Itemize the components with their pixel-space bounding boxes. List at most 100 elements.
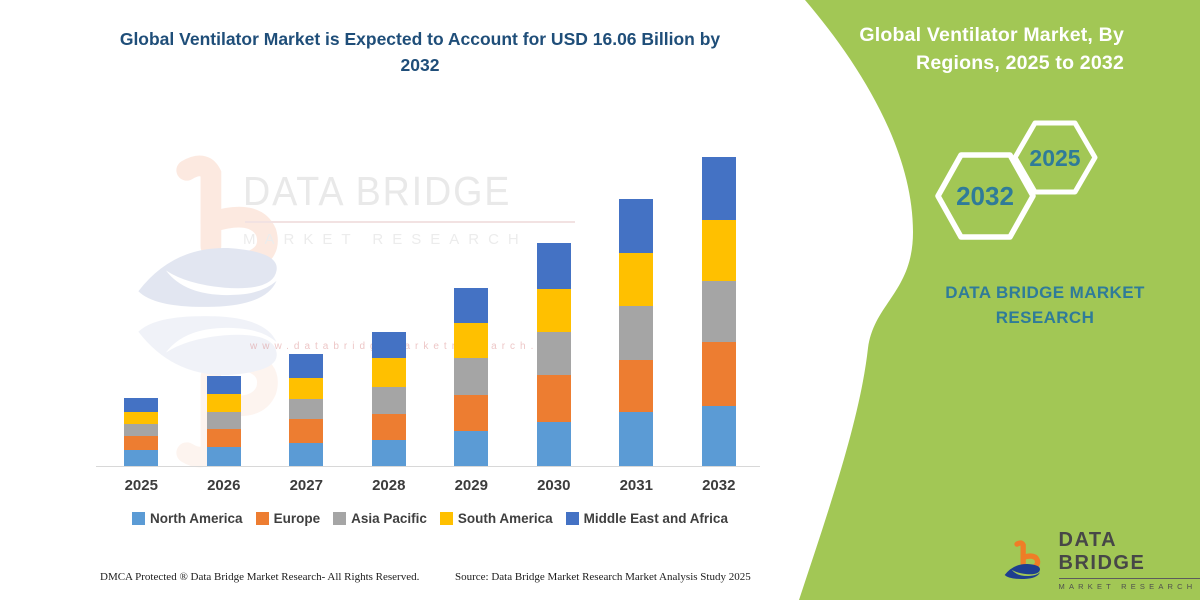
bar-segment-2026-south-america [206, 393, 241, 413]
bar-segment-2026-asia-pacific [206, 412, 241, 429]
bar-segment-2031-north-america [619, 411, 654, 466]
bar-segment-2030-asia-pacific [536, 332, 571, 375]
bar-segment-2028-europe [371, 414, 406, 440]
footer-source-text: Source: Data Bridge Market Research Mark… [455, 571, 751, 583]
legend-label: Asia Pacific [351, 511, 427, 526]
databridge-logo-icon [1004, 540, 1041, 579]
bar-segment-2028-asia-pacific [371, 386, 406, 414]
bar-segment-2031-asia-pacific [619, 305, 654, 360]
panel-title-line2: Regions, 2025 to 2032 [916, 51, 1124, 74]
bar-segment-2032-north-america [701, 406, 736, 466]
x-axis-label-2031: 2031 [619, 477, 653, 494]
legend-swatch [565, 512, 579, 525]
x-axis-label-2026: 2026 [207, 477, 241, 494]
watermark-url: www.databridgemarketresearch.com [250, 341, 573, 352]
panel-title: Global Ventilator Market, By Regions, 20… [794, 22, 1124, 77]
panel-brand-line1: DATA BRIDGE MARKET [945, 283, 1145, 302]
bar-column-2027 [265, 353, 348, 466]
logo-tagline: MARKET RESEARCH [1058, 578, 1200, 591]
bar-segment-2028-south-america [371, 358, 406, 387]
bar-segment-2029-europe [454, 395, 489, 431]
bar-stack-2029 [454, 288, 489, 466]
databridge-logo-text: DATA BRIDGE MARKET RESEARCH [1058, 529, 1200, 591]
bar-stack-2025 [124, 398, 159, 466]
bar-segment-2025-middle-east-and-africa [124, 398, 159, 413]
legend-swatch [439, 512, 453, 525]
logo-name: DATA BRIDGE [1058, 529, 1146, 574]
bar-segment-2032-europe [701, 341, 736, 406]
bar-stack-2028 [371, 332, 406, 466]
hexagon-2032-label: 2032 [956, 181, 1014, 211]
bar-segment-2025-north-america [124, 450, 159, 466]
bar-segment-2029-south-america [454, 323, 489, 358]
chart-plot-area [100, 140, 760, 466]
legend-label: Middle East and Africa [583, 511, 728, 526]
bar-column-2026 [183, 376, 266, 466]
bar-segment-2027-asia-pacific [289, 399, 324, 420]
x-axis-label-2029: 2029 [454, 477, 488, 494]
databridge-logo: DATA BRIDGE MARKET RESEARCH [1002, 529, 1200, 591]
bar-segment-2032-asia-pacific [701, 280, 736, 342]
bar-segment-2032-middle-east-and-africa [701, 157, 736, 220]
bar-segment-2025-asia-pacific [124, 424, 159, 436]
legend-label: Europe [273, 511, 321, 526]
bar-segment-2027-europe [289, 419, 324, 444]
legend-item-north-america: North America [132, 511, 243, 526]
bar-column-2030 [513, 242, 596, 466]
watermark-brand: DATA BRIDGE [243, 168, 512, 214]
hexagon-2025-label: 2025 [1029, 145, 1080, 171]
legend-swatch [255, 512, 269, 525]
x-axis-labels: 2025 2026 2027 2028 2029 2030 2031 2032 [100, 477, 760, 494]
x-axis-label-2030: 2030 [537, 477, 571, 494]
bar-stack-2032 [701, 157, 736, 466]
bar-segment-2032-south-america [701, 219, 736, 281]
bar-stacks [100, 140, 760, 466]
bar-column-2032 [678, 157, 761, 466]
watermark-tagline: MARKET RESEARCH [243, 231, 528, 248]
bar-segment-2026-north-america [206, 447, 241, 466]
bar-stack-2031 [619, 198, 654, 466]
footer-dmca-text: DMCA Protected ® Data Bridge Market Rese… [100, 571, 420, 583]
bar-segment-2028-middle-east-and-africa [371, 332, 406, 359]
bar-stack-2026 [206, 376, 241, 466]
legend-item-south-america: South America [439, 511, 553, 526]
bar-segment-2030-north-america [536, 421, 571, 466]
x-axis-label-2032: 2032 [702, 477, 736, 494]
legend-swatch [333, 512, 347, 525]
panel-title-line1: Global Ventilator Market, By [859, 24, 1124, 46]
x-axis-label-2028: 2028 [372, 477, 406, 494]
hexagon-2025 [1012, 120, 1098, 195]
bar-column-2029 [430, 288, 513, 466]
watermark-text: DATA BRIDGE MARKET RESEARCH [243, 168, 575, 248]
bar-segment-2025-europe [124, 436, 159, 450]
bar-column-2025 [100, 398, 183, 466]
legend-item-europe: Europe [255, 511, 321, 526]
panel-brand-text: DATA BRIDGE MARKET RESEARCH [925, 281, 1165, 330]
bar-segment-2031-europe [619, 359, 654, 412]
legend-label: North America [150, 511, 243, 526]
bar-segment-2029-asia-pacific [454, 357, 489, 396]
bar-segment-2027-north-america [289, 443, 324, 466]
watermark-logo-icon [138, 155, 278, 307]
x-axis-label-2027: 2027 [289, 477, 323, 494]
bar-column-2028 [348, 332, 431, 466]
watermark-rule [245, 221, 575, 223]
bar-segment-2031-middle-east-and-africa [619, 198, 654, 253]
bar-segment-2030-europe [536, 374, 571, 422]
bar-segment-2026-middle-east-and-africa [206, 376, 241, 394]
bar-segment-2025-south-america [124, 412, 159, 425]
bar-segment-2026-europe [206, 428, 241, 447]
bar-segment-2027-south-america [289, 378, 324, 400]
chart-legend: North America Europe Asia Pacific South Ame… [100, 511, 760, 526]
bar-segment-2030-south-america [536, 288, 571, 333]
legend-item-middle-east-and-africa: Middle East and Africa [565, 511, 728, 526]
legend-swatch [132, 512, 146, 525]
x-axis-label-2025: 2025 [124, 477, 158, 494]
year-hexagons: 2032 2025 [935, 120, 1098, 240]
chart-title: Global Ventilator Market is Expected to … [119, 29, 721, 76]
bar-segment-2028-north-america [371, 440, 406, 466]
bar-segment-2030-middle-east-and-africa [536, 242, 571, 289]
legend-item-asia-pacific: Asia Pacific [333, 511, 427, 526]
